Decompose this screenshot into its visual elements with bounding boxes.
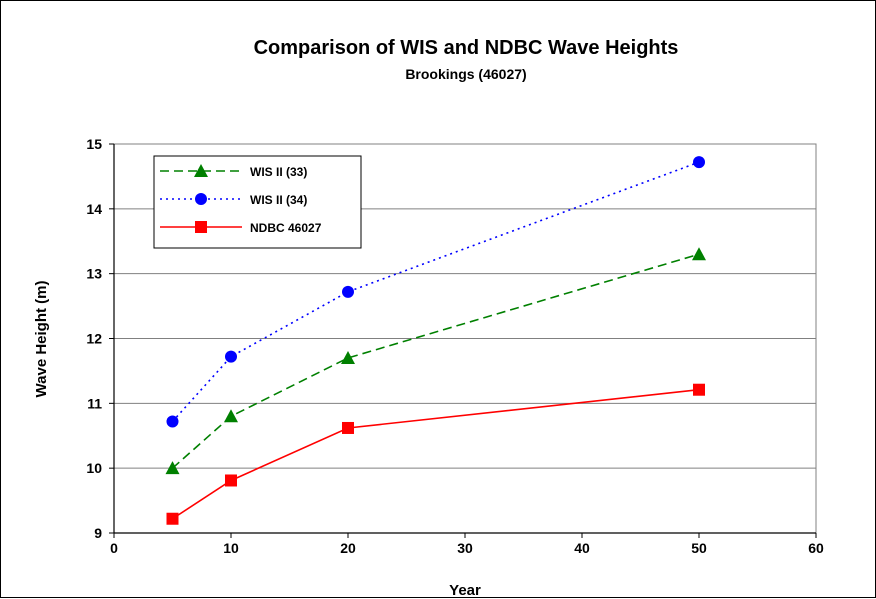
series-line-2: [172, 388, 700, 520]
data-point: [225, 474, 237, 487]
chart-subtitle: Brookings (46027): [405, 66, 526, 82]
data-point: [224, 409, 238, 423]
data-point: [165, 461, 180, 475]
y-tick-label: 9: [94, 525, 102, 541]
y-axis-label: Wave Height (m): [33, 281, 50, 398]
x-tick-label: 40: [574, 540, 590, 556]
x-tick-label: 0: [110, 540, 118, 556]
chart-title: Comparison of WIS and NDBC Wave Heights: [254, 37, 679, 59]
data-point: [692, 247, 706, 261]
data-point: [693, 156, 705, 169]
data-point: [225, 350, 237, 363]
legend-marker-0: [194, 164, 208, 177]
x-tick-label: 30: [457, 540, 473, 556]
legend-marker-2: [195, 221, 207, 233]
y-tick-label: 11: [87, 395, 102, 411]
data-point: [342, 285, 354, 298]
data-point: [341, 350, 355, 364]
data-point: [693, 383, 705, 396]
y-tick-label: 10: [86, 460, 102, 476]
data-point: [166, 512, 179, 525]
x-axis-label: Year: [449, 582, 481, 599]
y-tick-label: 13: [86, 266, 102, 282]
x-tick-label: 60: [808, 540, 824, 556]
plot-area: 9 10 11 12 13 14 15 0 10 20 30 40 50 60: [86, 136, 824, 556]
legend-marker-1: [195, 193, 207, 205]
legend-label-2: NDBC 46027: [250, 221, 322, 235]
series-line-1: [171, 161, 700, 423]
x-tick-label: 10: [223, 540, 239, 556]
series-line-0: [171, 253, 700, 469]
y-tick-label: 14: [86, 201, 102, 217]
data-point: [166, 415, 179, 428]
y-tick-label: 15: [86, 136, 102, 152]
x-tick-label: 20: [340, 540, 356, 556]
legend-label-1: WIS II (34): [250, 193, 307, 207]
data-point: [342, 421, 354, 434]
legend: WIS II (33) WIS II (34) NDBC 46027: [153, 155, 362, 249]
legend-label-0: WIS II (33): [250, 165, 307, 179]
y-tick-label: 12: [86, 331, 102, 347]
x-tick-label: 50: [691, 540, 707, 556]
